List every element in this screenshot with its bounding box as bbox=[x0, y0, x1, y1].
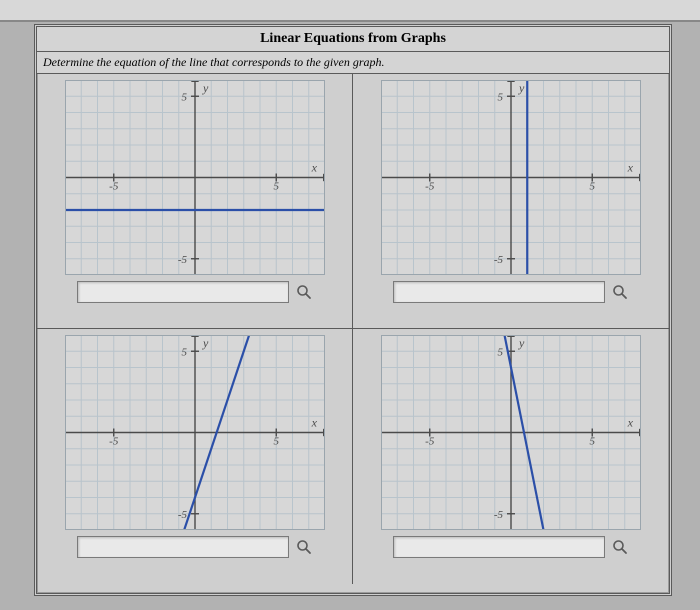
svg-text:5: 5 bbox=[181, 346, 187, 358]
answer-input-1[interactable] bbox=[77, 281, 289, 303]
svg-text:-5: -5 bbox=[425, 181, 435, 193]
graph-bottom-right: 5 -5 5 -5 x y bbox=[381, 335, 641, 530]
magnify-icon[interactable] bbox=[295, 538, 313, 556]
magnify-icon[interactable] bbox=[295, 283, 313, 301]
svg-text:-5: -5 bbox=[494, 509, 504, 521]
graph-grid: 5 -5 5 -5 x y 5 -5 5 -5 x y 5 -5 5 -5 x y bbox=[37, 74, 669, 584]
svg-text:5: 5 bbox=[181, 91, 187, 103]
svg-text:y: y bbox=[518, 81, 525, 95]
svg-text:5: 5 bbox=[498, 91, 504, 103]
graph-bottom-left: 5 -5 5 -5 x y bbox=[65, 335, 325, 530]
svg-text:-5: -5 bbox=[109, 436, 119, 448]
answer-input-4[interactable] bbox=[393, 536, 605, 558]
svg-text:-5: -5 bbox=[425, 436, 435, 448]
svg-text:y: y bbox=[518, 336, 525, 350]
svg-text:-5: -5 bbox=[494, 254, 504, 266]
svg-text:5: 5 bbox=[498, 346, 504, 358]
svg-text:x: x bbox=[310, 416, 317, 430]
cell-top-right: 5 -5 5 -5 x y bbox=[353, 74, 669, 329]
svg-text:5: 5 bbox=[590, 436, 596, 448]
worksheet-title: Linear Equations from Graphs bbox=[37, 27, 669, 52]
svg-text:x: x bbox=[627, 161, 634, 175]
svg-text:5: 5 bbox=[273, 181, 279, 193]
svg-text:y: y bbox=[202, 81, 209, 95]
svg-text:-5: -5 bbox=[177, 254, 187, 266]
cell-top-left: 5 -5 5 -5 x y bbox=[37, 74, 353, 329]
svg-text:5: 5 bbox=[273, 436, 279, 448]
answer-input-3[interactable] bbox=[77, 536, 289, 558]
svg-text:5: 5 bbox=[590, 181, 596, 193]
cell-bottom-left: 5 -5 5 -5 x y bbox=[37, 329, 353, 584]
graph-top-right: 5 -5 5 -5 x y bbox=[381, 80, 641, 275]
svg-text:x: x bbox=[310, 161, 317, 175]
svg-text:x: x bbox=[627, 416, 634, 430]
magnify-icon[interactable] bbox=[611, 538, 629, 556]
magnify-icon[interactable] bbox=[611, 283, 629, 301]
svg-text:-5: -5 bbox=[177, 509, 187, 521]
svg-text:-5: -5 bbox=[109, 181, 119, 193]
worksheet-instruction: Determine the equation of the line that … bbox=[37, 52, 669, 74]
answer-input-2[interactable] bbox=[393, 281, 605, 303]
cell-bottom-right: 5 -5 5 -5 x y bbox=[353, 329, 669, 584]
worksheet-panel: Linear Equations from Graphs Determine t… bbox=[34, 24, 672, 596]
window-top-strip bbox=[0, 0, 700, 22]
graph-top-left: 5 -5 5 -5 x y bbox=[65, 80, 325, 275]
svg-text:y: y bbox=[202, 336, 209, 350]
